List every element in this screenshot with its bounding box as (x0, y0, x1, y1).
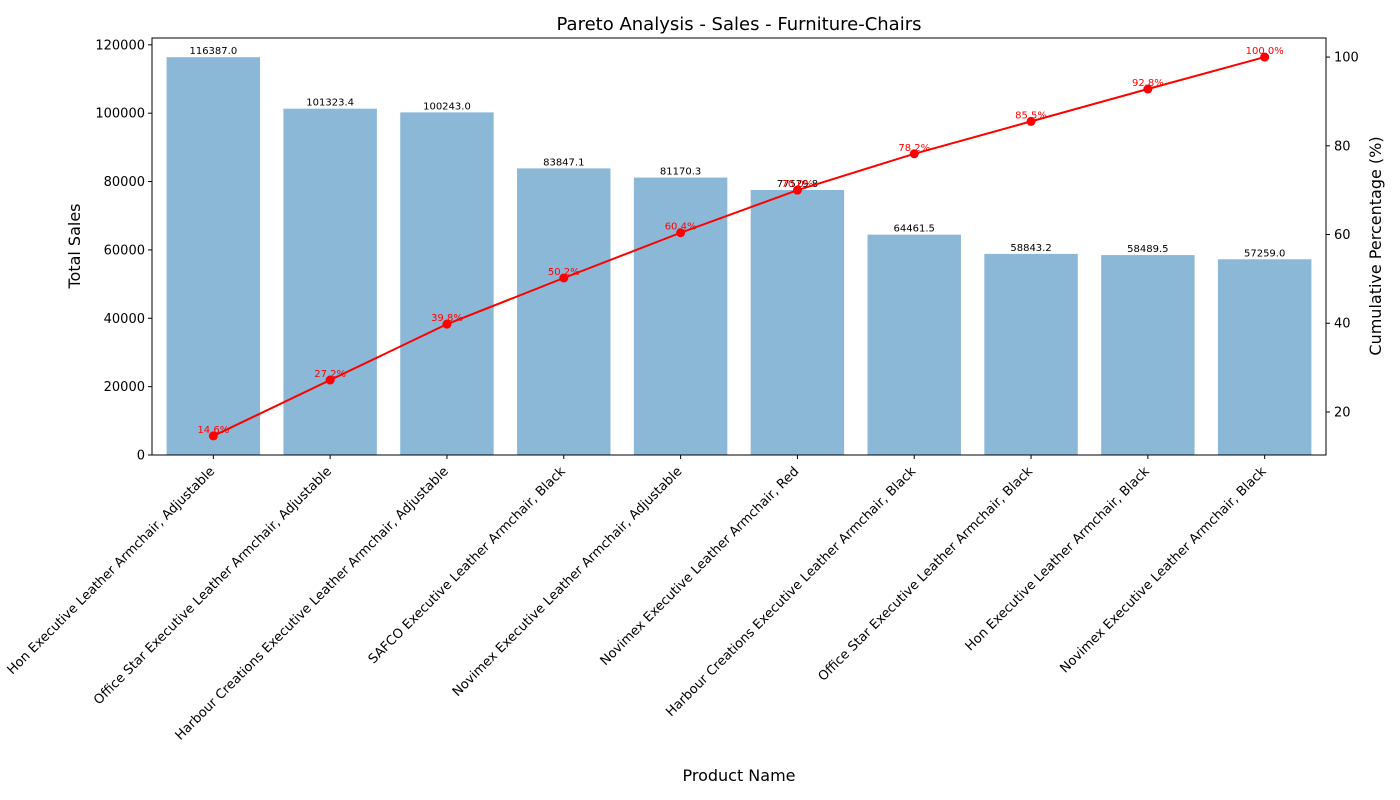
y-tick-label: 120000 (95, 38, 145, 53)
cumulative-point (1260, 52, 1270, 62)
y2-tick-label: 40 (1334, 317, 1351, 332)
x-tick-label: Novimex Executive Leather Armchair, Blac… (1057, 464, 1269, 676)
y-axis-right: 20 40 60 80 100 (1326, 51, 1359, 420)
plot-frame (151, 37, 1327, 456)
bar (867, 234, 961, 455)
x-tick-label: Hon Executive Leather Armchair, Adjustab… (5, 464, 219, 678)
cumulative-point (208, 431, 218, 441)
y-tick-label: 60000 (104, 243, 145, 258)
x-tick-label: Novimex Executive Leather Armchair, Adju… (450, 464, 686, 700)
cumulative-point (442, 319, 452, 329)
cumulative-point (792, 185, 802, 195)
y2-tick-label: 60 (1334, 228, 1351, 243)
y-tick-label: 40000 (104, 312, 145, 327)
bar (517, 168, 611, 455)
y2-tick-label: 100 (1334, 51, 1359, 66)
y-tick-label: 0 (137, 449, 145, 464)
bar (1101, 255, 1195, 455)
chart-title: Pareto Analysis - Sales - Furniture-Chai… (557, 14, 922, 35)
cumulative-label: 78.2% (898, 143, 930, 154)
cumulative-label: 100.0% (1246, 46, 1284, 57)
bar-value-label: 57259.0 (1244, 248, 1285, 259)
x-axis-label: Product Name (682, 766, 795, 785)
bar-value-label: 81170.3 (660, 167, 701, 178)
bar (633, 177, 728, 455)
y-axis-label: Total Sales (65, 203, 84, 289)
bar-labels-group: 116387.0 101323.4 100243.0 83847.1 81170.3 77… (189, 46, 1285, 259)
bar (166, 57, 261, 455)
cumulative-line-group: 14.6% 27.2% 39.8% 50.2% 60.4% 70.0% 78.2% 85.5%… (197, 46, 1284, 441)
x-tick-label: Harbour Creations Executive Leather Armc… (173, 464, 452, 743)
x-tick-label: Harbour Creations Executive Leather Armc… (663, 464, 919, 720)
cumulative-point (1026, 116, 1036, 126)
cumulative-label: 70.0% (782, 179, 814, 190)
bars-group (166, 57, 1312, 456)
cumulative-label: 60.4% (665, 222, 697, 233)
cumulative-point (325, 375, 335, 385)
bar (984, 253, 1078, 455)
x-tick-label: Novimex Executive Leather Armchair, Red (598, 464, 803, 669)
y2-tick-label: 20 (1334, 405, 1351, 420)
bar-value-label: 100243.0 (423, 101, 471, 112)
cumulative-point (909, 149, 919, 159)
cumulative-label: 14.6% (197, 425, 229, 436)
bar-value-label: 101323.4 (306, 98, 354, 109)
x-axis: Hon Executive Leather Armchair, Adjustab… (5, 455, 1270, 743)
bar-value-label: 58489.5 (1127, 244, 1168, 255)
bar-value-label: 77529.8 (777, 179, 818, 190)
cumulative-label: 39.8% (431, 313, 463, 324)
x-tick-label: Office Star Executive Leather Armchair, … (91, 464, 335, 708)
bar-value-label: 58843.2 (1010, 243, 1051, 254)
bar (283, 108, 377, 456)
cumulative-label: 50.2% (548, 267, 580, 278)
y-tick-label: 100000 (95, 107, 145, 122)
bar (1217, 259, 1312, 455)
cumulative-label: 85.5% (1015, 110, 1047, 121)
cumulative-label: 27.2% (314, 369, 346, 380)
y-axis-left: 0 20000 40000 60000 80000 100000 120000 (95, 38, 152, 464)
cumulative-point (1143, 84, 1153, 94)
bar-value-label: 116387.0 (189, 46, 237, 57)
cumulative-line (212, 56, 1265, 437)
bar (750, 190, 845, 455)
x-tick-label: Office Star Executive Leather Armchair, … (816, 464, 1037, 685)
x-tick-label: SAFCO Executive Leather Armchair, Black (366, 464, 569, 667)
bar-value-label: 64461.5 (894, 224, 935, 235)
cumulative-label: 92.8% (1132, 78, 1164, 89)
x-tick-label: Hon Executive Leather Armchair, Black (963, 464, 1153, 654)
y-tick-label: 20000 (104, 380, 145, 395)
y-tick-label: 80000 (104, 175, 145, 190)
bar-value-label: 83847.1 (543, 157, 584, 168)
y2-tick-label: 80 (1334, 139, 1351, 154)
cumulative-point (559, 273, 569, 283)
y2-axis-label: Cumulative Percentage (%) (1366, 136, 1385, 355)
bar (400, 112, 494, 455)
cumulative-point (676, 228, 686, 238)
